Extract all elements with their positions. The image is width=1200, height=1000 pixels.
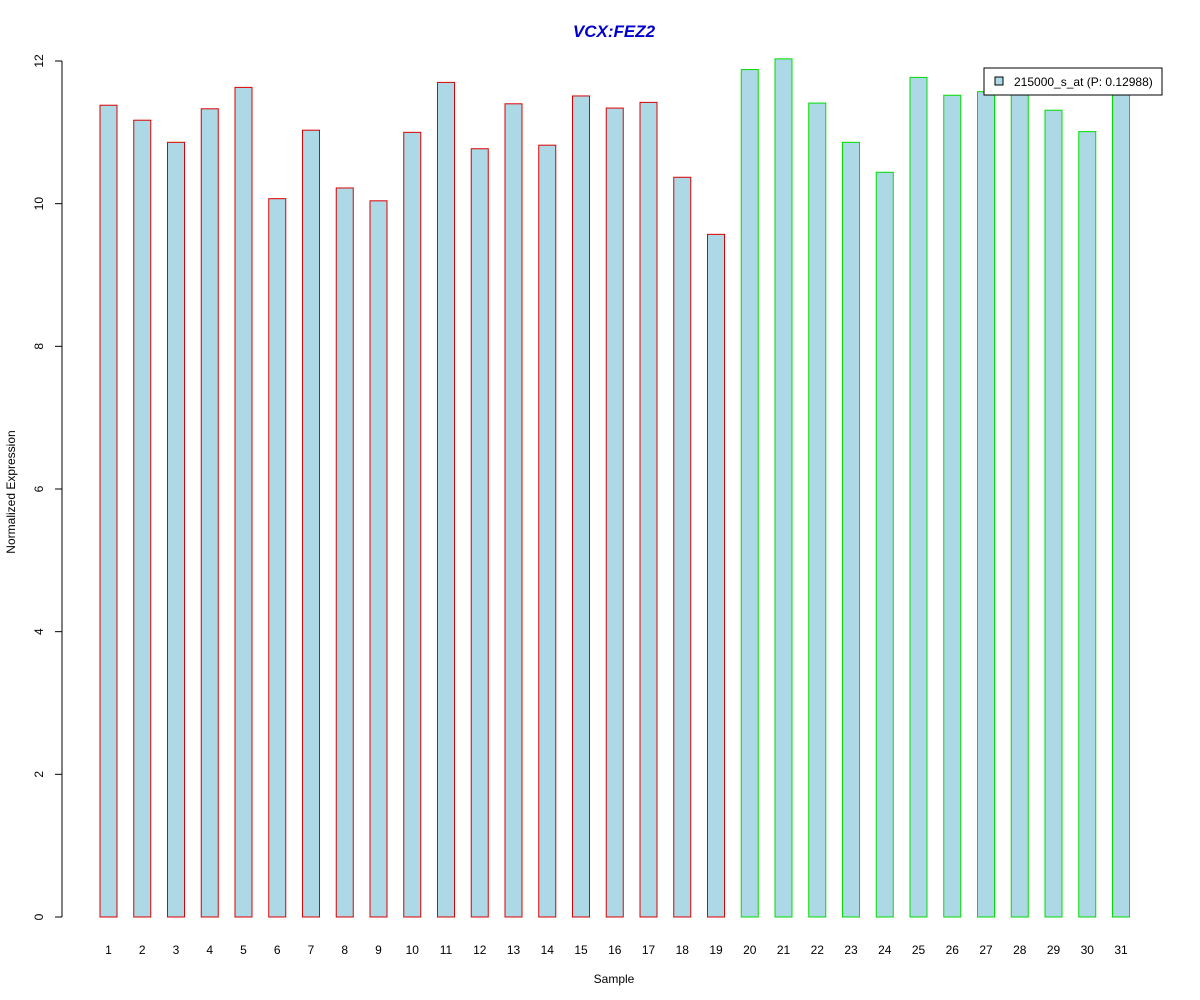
x-tick-label: 22 [811,943,825,957]
bar-18 [673,176,692,918]
x-axis-label: Sample [594,972,635,986]
legend-box [983,67,1163,96]
x-tick-label: 3 [173,943,180,957]
x-tick-label: 5 [240,943,247,957]
legend: 215000_s_at (P: 0.12988) [983,67,1163,96]
x-tick-label: 31 [1114,943,1128,957]
x-tick-label: 16 [608,943,622,957]
bar-20 [740,69,759,918]
x-tick-label: 10 [406,943,420,957]
bar-31 [1112,91,1130,918]
x-tick-label: 15 [574,943,588,957]
bar-11 [437,81,455,918]
bar-27 [977,91,995,918]
legend-series-label: 215000_s_at (P: 0.12988) [1014,75,1153,89]
y-tick-label: 0 [32,913,46,920]
bar-22 [808,102,827,918]
x-tick-label: 18 [676,943,690,957]
bar-5 [234,86,253,918]
x-tick-label: 24 [878,943,892,957]
legend-swatch [994,76,1004,86]
x-tick-label: 30 [1081,943,1095,957]
bar-19 [707,233,725,918]
x-tick-label: 7 [308,943,315,957]
bar-10 [403,131,422,918]
x-tick-label: 14 [541,943,555,957]
y-tick-label: 4 [32,628,46,635]
x-tick-label: 21 [777,943,791,957]
x-tick-label: 26 [946,943,960,957]
x-tick-label: 12 [473,943,487,957]
y-tick-label: 10 [32,197,46,211]
bar-25 [909,76,928,918]
y-tick-label: 12 [32,54,46,68]
bar-1 [99,104,118,918]
x-tick-label: 19 [709,943,723,957]
x-tick-label: 8 [341,943,348,957]
bar-12 [470,148,489,918]
y-axis-label: Normalized Expression [4,430,18,553]
bar-16 [605,107,624,918]
x-tick-label: 20 [743,943,757,957]
bar-3 [167,141,185,918]
bar-8 [335,187,354,918]
y-axis: 0 2 4 6 8 10 12 [32,54,63,920]
bars [99,58,1130,918]
x-tick-label: 4 [206,943,213,957]
y-tick-label: 6 [32,485,46,492]
x-axis-tick-labels: 1 2 3 4 5 6 7 8 9 10 11 12 13 14 15 16 17 18 19 20 21 22 23 24 2… [105,943,1128,957]
bar-14 [538,144,557,918]
x-tick-label: 29 [1047,943,1061,957]
bar-2 [133,119,152,918]
bar-15 [572,95,590,918]
x-tick-label: 1 [105,943,112,957]
x-tick-label: 25 [912,943,926,957]
x-tick-label: 9 [375,943,382,957]
x-tick-label: 13 [507,943,521,957]
bar-29 [1044,109,1063,918]
x-tick-label: 6 [274,943,281,957]
chart-title: VCX:FEZ2 [573,22,656,41]
bar-7 [302,129,320,918]
bar-28 [1010,92,1029,918]
x-tick-label: 23 [844,943,858,957]
bar-13 [504,103,523,918]
y-tick-label: 8 [32,343,46,350]
bar-4 [200,108,219,918]
bar-24 [875,171,894,918]
bar-9 [369,200,388,918]
bar-23 [842,141,860,918]
x-tick-label: 11 [440,943,453,957]
x-tick-label: 2 [139,943,146,957]
bar-17 [639,101,658,918]
y-tick-label: 2 [32,771,46,778]
bar-6 [268,198,287,918]
x-tick-label: 17 [642,943,656,957]
x-tick-label: 27 [979,943,993,957]
x-tick-label: 28 [1013,943,1027,957]
bar-26 [943,94,962,918]
bar-30 [1078,131,1097,918]
bar-21 [774,58,793,918]
